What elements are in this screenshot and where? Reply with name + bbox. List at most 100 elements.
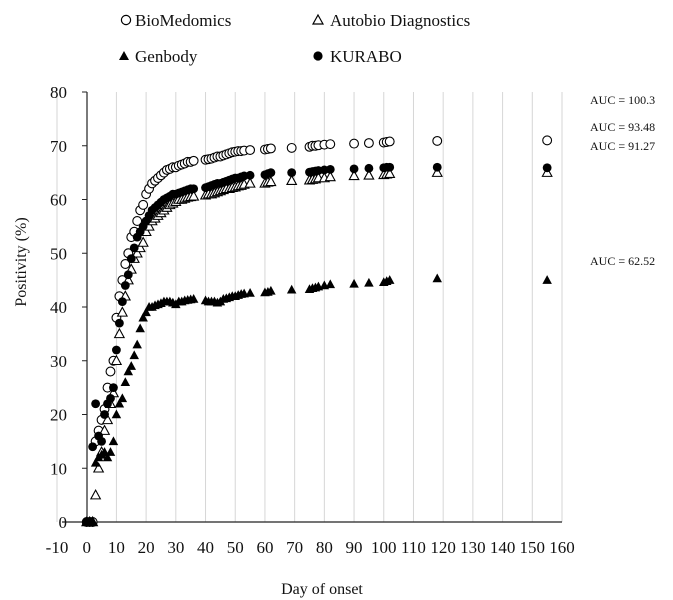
data-point (266, 168, 276, 178)
data-point (123, 366, 134, 376)
x-tick-label: 10 (108, 538, 125, 557)
y-tick-label: 10 (50, 459, 67, 478)
data-point (188, 155, 199, 166)
data-point (138, 312, 148, 322)
y-tick-label: 70 (50, 137, 67, 156)
data-point (348, 169, 360, 181)
series-autobio-diagnostics (81, 166, 553, 527)
data-point (187, 190, 200, 201)
y-tick-label: 50 (50, 244, 67, 263)
data-point (364, 163, 374, 173)
data-point (286, 142, 297, 153)
y-tick-label: 20 (50, 406, 67, 425)
series-biomedomics (81, 135, 553, 527)
data-point (117, 393, 128, 403)
data-point (286, 174, 298, 185)
legend-label: Autobio Diagnostics (330, 11, 470, 30)
data-point (126, 254, 136, 264)
x-tick-label: 70 (286, 538, 303, 557)
auc-autobio: AUC = 91.27 (590, 139, 655, 153)
data-point (89, 488, 102, 500)
data-point (120, 377, 131, 386)
data-point (542, 275, 552, 284)
data-point (432, 135, 443, 146)
data-point (113, 327, 126, 339)
data-point (363, 138, 374, 149)
y-axis-title: Positivity (%) (13, 217, 30, 306)
y-tick-label: 60 (50, 191, 67, 210)
data-point (189, 184, 199, 194)
x-tick-label: 80 (316, 538, 333, 557)
data-point (244, 177, 256, 188)
x-tick-labels: -10 0 10 20 30 40 50 60 70 80 90 100 110 120 130 140 150… (46, 538, 575, 557)
x-tick-label: -10 (46, 538, 69, 557)
legend-item-kurabo: KURABO (313, 47, 402, 66)
data-point (91, 399, 101, 409)
data-point (349, 164, 359, 174)
data-point (141, 307, 151, 317)
axes (62, 92, 562, 523)
data-point (117, 297, 127, 307)
data-point (105, 366, 116, 377)
data-point (245, 145, 256, 156)
auc-genbody: AUC = 62.52 (590, 254, 655, 268)
x-tick-label: 150 (520, 538, 546, 557)
data-point (384, 275, 395, 284)
x-tick-label: 50 (227, 538, 244, 557)
data-point (110, 354, 123, 366)
data-point (287, 168, 297, 178)
data-point (97, 436, 106, 446)
data-point (120, 281, 130, 290)
data-point (265, 175, 277, 187)
x-tick-label: 30 (167, 538, 184, 557)
data-point (325, 165, 335, 174)
data-point (106, 393, 115, 403)
x-tick-label: 140 (490, 538, 516, 557)
data-point (108, 436, 119, 446)
vertical-gridlines (56, 92, 563, 522)
data-point (364, 277, 374, 287)
data-point (131, 247, 143, 258)
x-tick-label: 120 (430, 538, 456, 557)
data-point (98, 424, 111, 435)
data-point (137, 236, 149, 247)
x-tick-label: 90 (346, 538, 363, 557)
data-point (431, 166, 443, 177)
legend-label: BioMedomics (135, 11, 231, 30)
data-point (325, 139, 336, 150)
data-point (542, 135, 553, 146)
data-point (542, 163, 552, 173)
x-tick-label: 0 (82, 538, 91, 557)
data-point (129, 243, 139, 253)
open-triangle-marker-icon (311, 13, 325, 25)
x-tick-label: 160 (549, 538, 575, 557)
data-point (349, 138, 360, 149)
x-axis-title: Day of onset (281, 581, 363, 598)
x-tick-label: 130 (460, 538, 486, 557)
data-point (265, 143, 276, 154)
filled-circle-marker-icon (313, 51, 323, 61)
filled-triangle-marker-icon (119, 51, 129, 60)
data-point (363, 169, 375, 180)
x-tick-label: 60 (256, 538, 273, 557)
data-point (85, 517, 95, 527)
data-point (188, 293, 199, 303)
data-point (286, 284, 297, 294)
data-point (132, 216, 143, 226)
legend-item-genbody: Genbody (119, 47, 198, 66)
data-point (138, 199, 149, 210)
data-point (384, 136, 395, 147)
data-point (245, 170, 255, 180)
data-point (120, 259, 131, 269)
data-point (129, 350, 139, 360)
data-point (92, 462, 105, 473)
y-tick-label: 0 (59, 513, 68, 532)
legend-label: Genbody (135, 47, 198, 66)
legend-item-autobio: Autobio Diagnostics (311, 11, 470, 30)
data-point (432, 273, 442, 283)
data-point (384, 167, 396, 178)
x-tick-label: 100 (371, 538, 397, 557)
data-point (324, 170, 336, 182)
data-points (81, 135, 553, 527)
